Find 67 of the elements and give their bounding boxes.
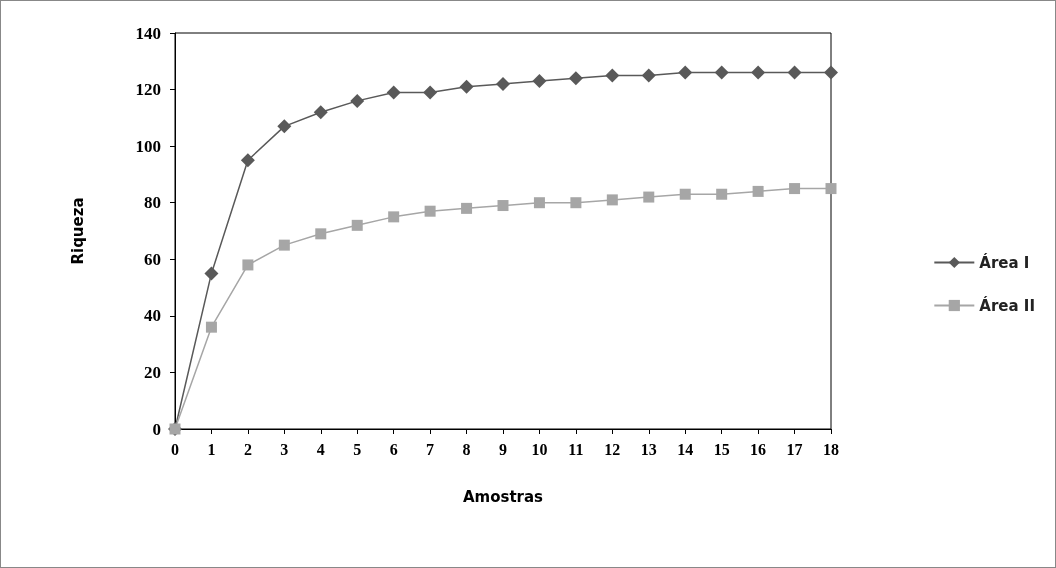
point: [605, 68, 620, 83]
point: [351, 219, 363, 231]
x-tick-label: 1: [207, 440, 216, 458]
x-tick-label: 5: [353, 440, 362, 458]
point: [716, 188, 728, 200]
point: [313, 105, 328, 120]
point: [459, 79, 474, 94]
point: [461, 202, 473, 214]
x-tick-label: 6: [389, 440, 398, 458]
point: [568, 71, 583, 86]
x-tick-label: 0: [171, 440, 179, 458]
point: [423, 85, 438, 100]
x-tick-label: 17: [786, 440, 803, 458]
x-tick-label: 14: [677, 440, 694, 458]
x-tick-label: 18: [823, 440, 839, 458]
y-tick-label: 40: [144, 306, 161, 326]
y-tick-label: 0: [152, 419, 161, 439]
point: [240, 153, 255, 168]
point: [641, 68, 656, 83]
y-tick-label: 60: [144, 249, 161, 269]
x-tick-label: 12: [604, 440, 621, 458]
point: [497, 200, 509, 212]
point: [714, 65, 729, 80]
x-tick-label: 7: [426, 440, 435, 458]
point: [643, 191, 655, 203]
point: [824, 65, 838, 80]
x-tick-label: 16: [750, 440, 767, 458]
x-tick-label: 10: [531, 440, 548, 458]
point: [496, 76, 510, 91]
point: [679, 188, 691, 200]
x-tick-label: 3: [280, 440, 289, 458]
point: [350, 93, 365, 108]
y-axis-title: Riqueza: [68, 197, 87, 265]
x-axis-title: Amostras: [462, 487, 544, 506]
point: [789, 183, 801, 195]
point: [532, 74, 547, 89]
y-tick-label: 100: [135, 136, 161, 156]
point: [787, 65, 802, 80]
y-tick-label: 120: [135, 80, 161, 100]
point: [204, 266, 219, 281]
point: [388, 211, 400, 223]
point: [570, 197, 582, 209]
x-tick-label: 11: [568, 440, 584, 458]
point: [752, 185, 764, 197]
point: [678, 65, 693, 80]
x-tick-label: 9: [499, 440, 507, 458]
point: [751, 65, 766, 80]
point: [242, 259, 254, 271]
x-tick-label: 8: [462, 440, 471, 458]
point: [533, 197, 545, 209]
point: [277, 119, 292, 134]
legend-label: Área II: [979, 295, 1035, 315]
x-tick-label: 2: [243, 440, 252, 458]
y-tick-label: 20: [144, 362, 161, 382]
point: [606, 194, 618, 206]
x-tick-label: 4: [316, 440, 325, 458]
legend-label: Área I: [979, 252, 1030, 272]
x-tick-label: 15: [713, 440, 730, 458]
point: [278, 239, 290, 251]
point: [825, 183, 837, 195]
point: [386, 85, 401, 100]
x-tick-label: 13: [640, 440, 657, 458]
point: [315, 228, 327, 240]
y-tick-label: 140: [135, 23, 161, 43]
point: [205, 321, 217, 333]
point: [424, 205, 436, 217]
y-tick-label: 80: [144, 193, 161, 213]
